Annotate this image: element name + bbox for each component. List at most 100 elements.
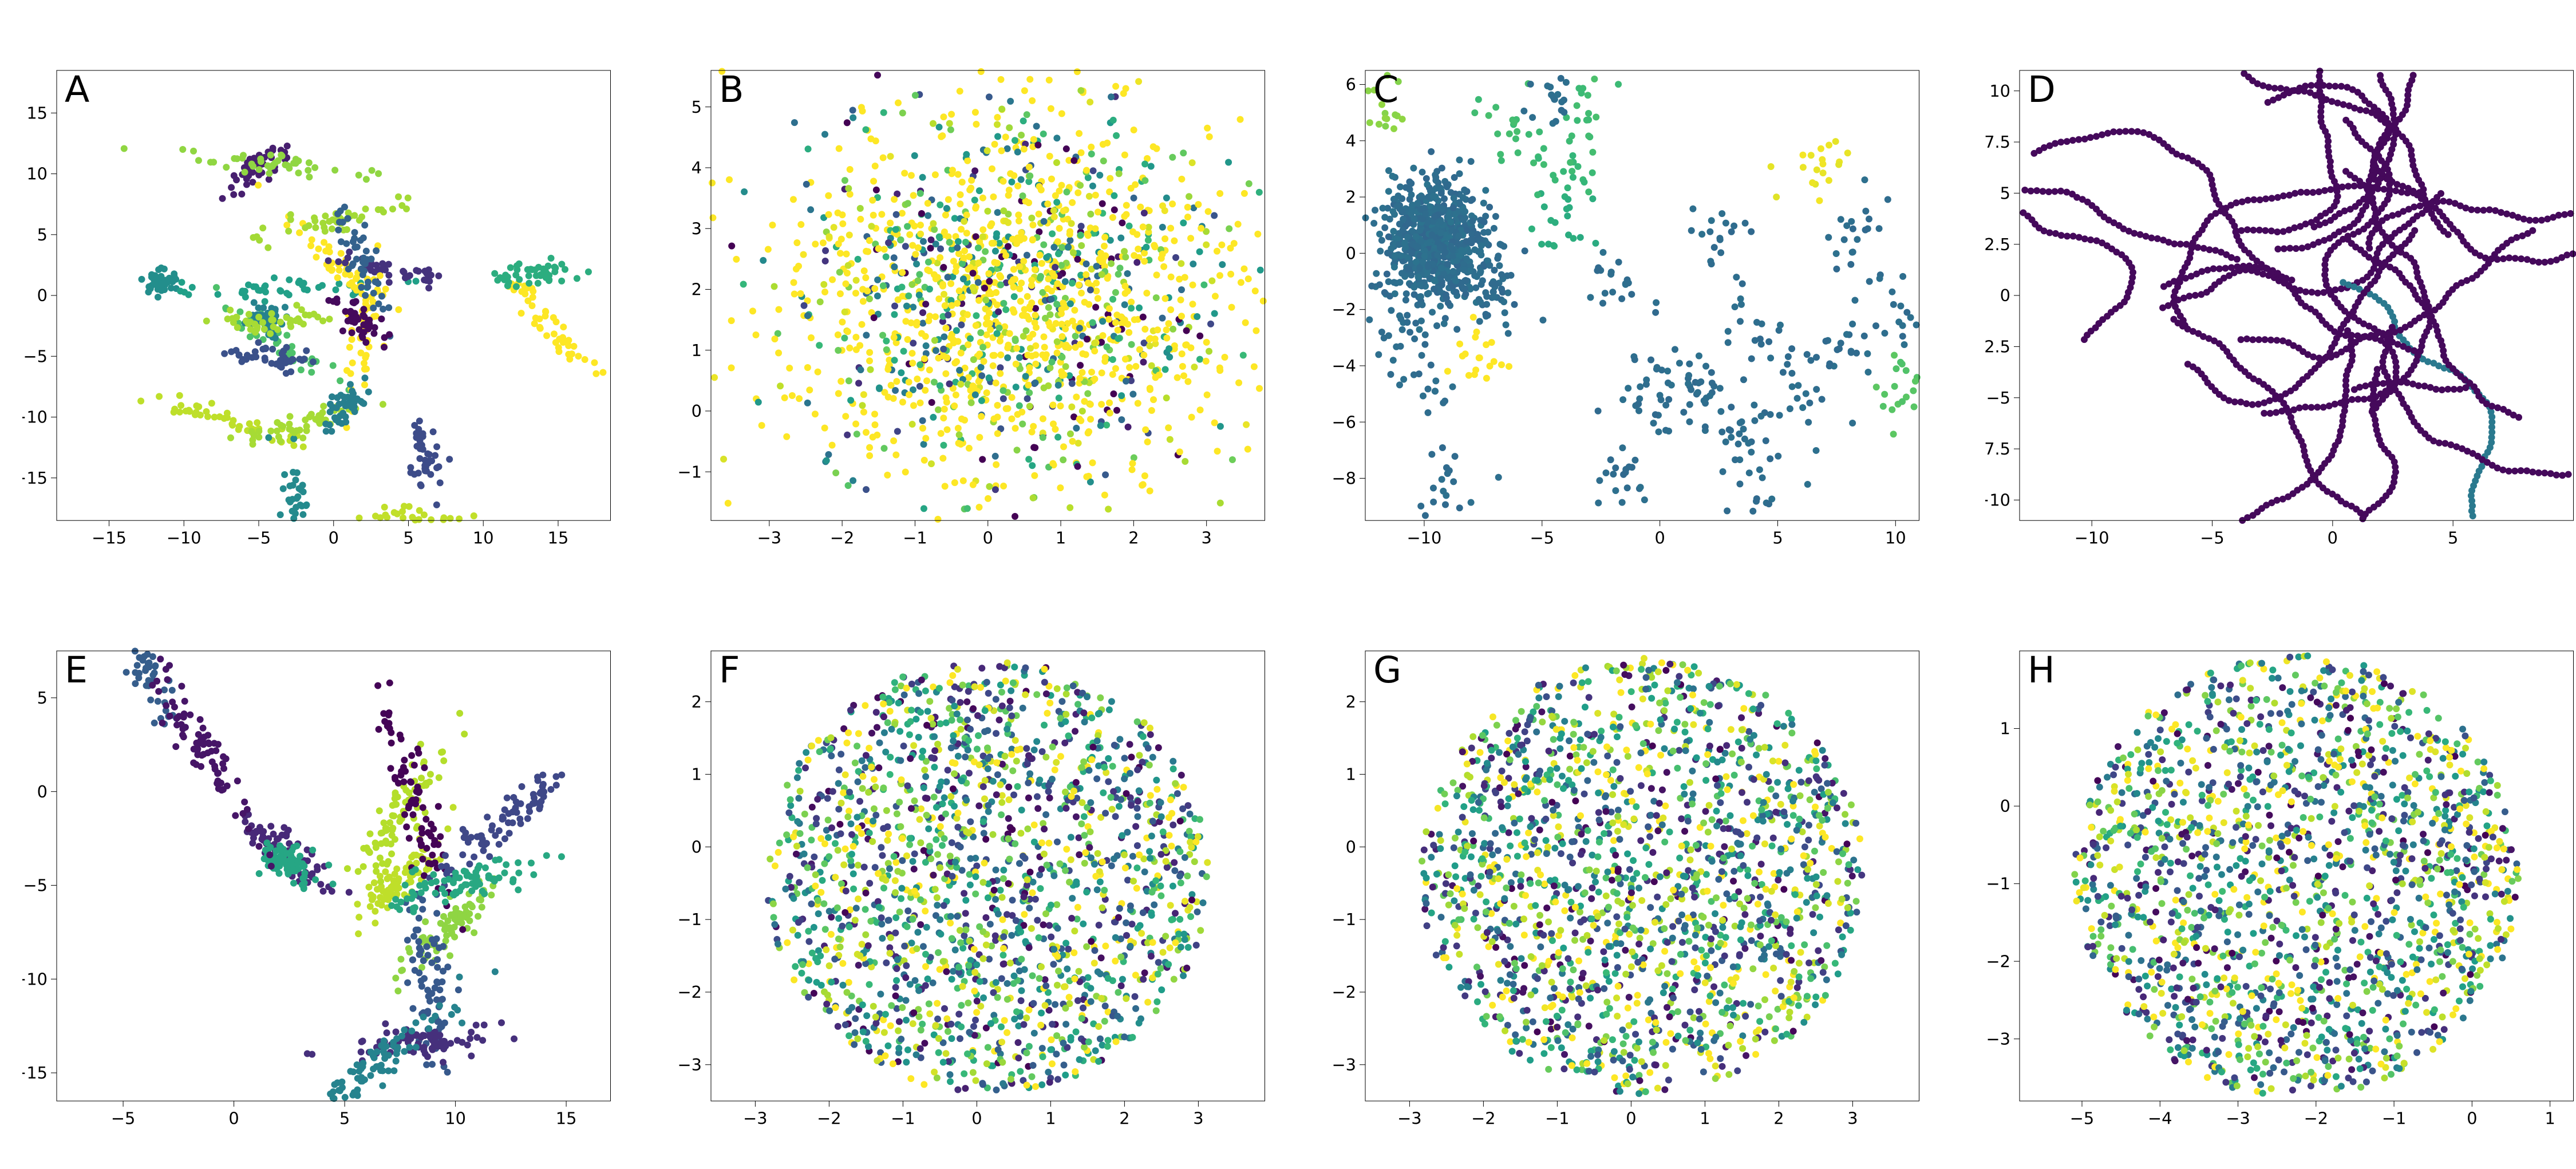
y-tick-label: 7.5	[1985, 132, 2010, 152]
y-tick-label: −1	[678, 462, 702, 481]
x-tick-label: 5	[403, 528, 413, 547]
scatter-grid-figure: −15−10−5051015−15−10−5051015A−3−2−10123−…	[0, 0, 2576, 1169]
x-tick-label: 5	[339, 1109, 350, 1128]
x-tick-label: −3	[757, 528, 781, 547]
panel-label: F	[719, 649, 740, 692]
y-tick-label: 10	[26, 164, 48, 183]
y-tick-label: 0	[1346, 838, 1356, 857]
y-ticks: −8−6−4−20246	[1332, 74, 1365, 488]
y-tick-label: 5	[37, 224, 48, 244]
x-tick-label: −10	[1407, 528, 1442, 547]
x-ticks: −5051015	[111, 1101, 577, 1128]
x-tick-label: 10	[445, 1109, 466, 1128]
panel-C: −10−50510−8−6−4−20246C	[1331, 65, 1931, 549]
y-tick-label: 4	[692, 158, 702, 177]
y-tick-label: −5	[23, 876, 48, 895]
x-tick-label: 10	[1885, 528, 1906, 547]
x-tick-label: −3	[743, 1109, 767, 1128]
x-tick-label: −5	[1530, 528, 1554, 547]
y-tick-label: 1	[692, 765, 702, 784]
y-tick-label: −3	[1332, 1055, 1356, 1075]
y-tick-label: −2	[678, 982, 702, 1002]
x-tick-label: 3	[1193, 1109, 1203, 1128]
x-tick-label: 0	[971, 1109, 982, 1128]
y-tick-label: 2	[1346, 692, 1356, 712]
y-tick-label: 2	[692, 279, 702, 299]
x-tick-label: 0	[983, 528, 993, 547]
y-tick-label: 2.5	[1985, 234, 2010, 254]
y-tick-label: 5	[692, 97, 702, 116]
y-tick-label: −15	[22, 468, 48, 487]
axes-bg	[2020, 651, 2574, 1101]
y-ticks: −10−7.5−5−2.502.557.510	[1985, 81, 2020, 510]
y-ticks: −3−2−1012	[678, 692, 711, 1075]
y-tick-label: −4	[1332, 356, 1356, 376]
y-tick-label: 0	[692, 838, 702, 857]
y-tick-label: 15	[26, 103, 48, 123]
y-tick-label: −15	[22, 1064, 48, 1083]
x-tick-label: −5	[247, 528, 271, 547]
panel-label: G	[1373, 649, 1401, 692]
y-tick-label: −2	[1332, 299, 1356, 319]
y-tick-label: −1	[1986, 874, 2010, 894]
y-ticks: −15−10−505	[22, 688, 57, 1083]
x-tick-label: 2	[1773, 1109, 1784, 1128]
x-tick-label: 5	[2448, 528, 2458, 547]
axes-bg	[57, 651, 611, 1101]
y-tick-label: −2	[1332, 982, 1356, 1002]
x-tick-label: −1	[903, 528, 927, 547]
x-tick-label: 10	[473, 528, 494, 547]
x-tick-label: −3	[1397, 1109, 1421, 1128]
y-tick-label: 1	[2000, 719, 2010, 738]
y-tick-label: 2	[1346, 187, 1356, 207]
x-tick-label: 2	[1128, 528, 1139, 547]
y-tick-label: 2	[692, 692, 702, 712]
x-tick-label: −10	[167, 528, 202, 547]
y-tick-label: −3	[1986, 1029, 2010, 1049]
x-tick-label: −10	[2075, 528, 2109, 547]
y-tick-label: 0	[1346, 243, 1356, 263]
panel-B: −3−2−10123−1012345B	[677, 65, 1277, 549]
x-tick-label: 0	[329, 528, 339, 547]
x-ticks: −3−2−10123	[1397, 1101, 1858, 1128]
y-tick-label: 4	[1346, 131, 1356, 150]
y-ticks: −1012345	[678, 97, 711, 481]
panel-G: −3−2−10123−3−2−1012G	[1331, 645, 1931, 1129]
y-tick-label: 0	[37, 286, 48, 305]
x-tick-label: 3	[1201, 528, 1211, 547]
y-tick-label: 1	[692, 340, 702, 360]
x-tick-label: −2	[1471, 1109, 1495, 1128]
panel-A: −15−10−5051015−15−10−5051015A	[22, 65, 622, 549]
panel-F: −3−2−10123−3−2−1012F	[677, 645, 1277, 1129]
panel-label: D	[2028, 68, 2056, 110]
y-tick-label: 0	[692, 401, 702, 421]
x-tick-label: −5	[2070, 1109, 2094, 1128]
y-tick-label: −10	[1985, 490, 2010, 510]
x-tick-label: 3	[1847, 1109, 1858, 1128]
x-tick-label: −4	[2148, 1109, 2172, 1128]
x-tick-label: 15	[548, 528, 569, 547]
x-tick-label: −1	[891, 1109, 915, 1128]
x-ticks: −3−2−10123	[743, 1101, 1203, 1128]
x-tick-label: 1	[1700, 1109, 1710, 1128]
y-tick-label: −1	[678, 910, 702, 930]
y-ticks: −3−2−1012	[1332, 692, 1365, 1075]
y-tick-label: 10	[1989, 81, 2010, 100]
y-tick-label: 5	[37, 688, 48, 708]
y-tick-label: 0	[2000, 286, 2010, 305]
x-tick-label: −5	[111, 1109, 135, 1128]
panel-label: E	[65, 649, 88, 692]
panel-label: B	[719, 68, 744, 110]
x-tick-label: −3	[2226, 1109, 2250, 1128]
y-tick-label: 0	[37, 782, 48, 801]
x-ticks: −10−505	[2075, 520, 2459, 547]
panel-label: A	[65, 68, 89, 110]
y-ticks: −15−10−5051015	[22, 103, 57, 487]
x-tick-label: 2	[1119, 1109, 1129, 1128]
y-tick-label: −2.5	[1985, 337, 2010, 356]
x-tick-label: −5	[2200, 528, 2224, 547]
y-tick-label: −8	[1332, 468, 1356, 488]
y-tick-label: −1	[1332, 910, 1356, 930]
x-tick-label: −1	[2382, 1109, 2406, 1128]
x-tick-label: 0	[1654, 528, 1665, 547]
